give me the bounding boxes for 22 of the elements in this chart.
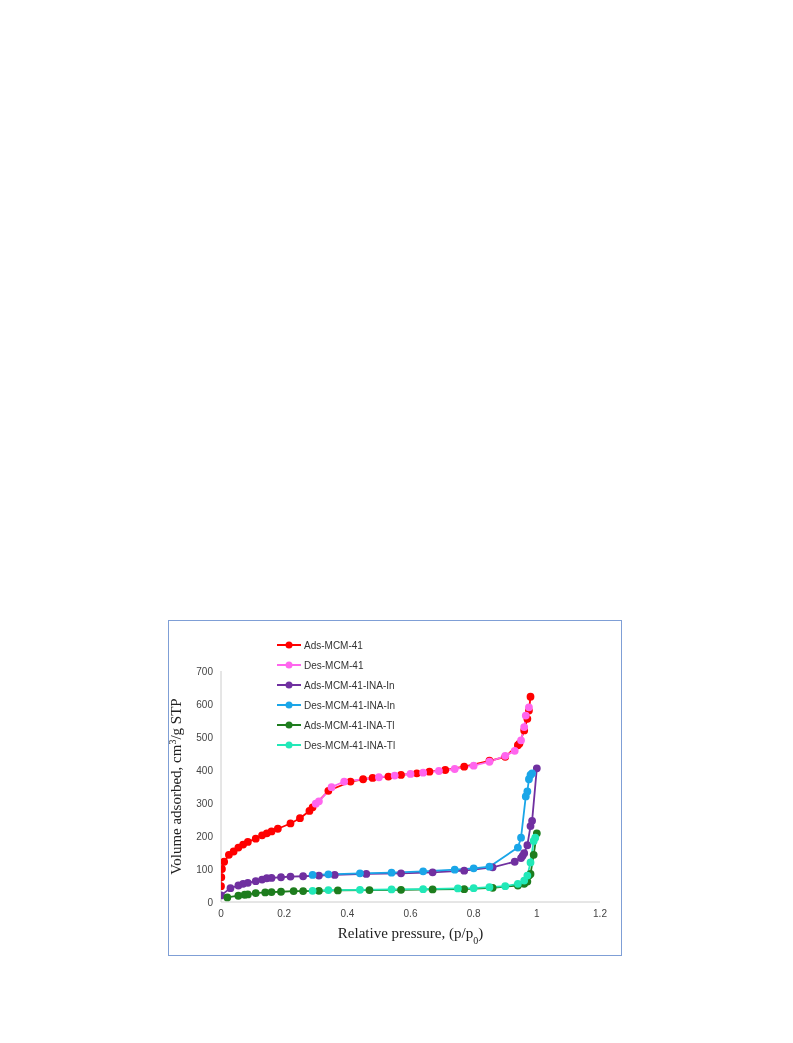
legend-label: Ads-MCM-41-INA-Tl: [304, 719, 395, 731]
y-tick-label: 200: [196, 830, 214, 842]
x-tick-label: 0.8: [466, 908, 482, 920]
y-tick-label: 0: [207, 896, 214, 908]
legend-label: Des-MCM-41-INA-In: [304, 699, 396, 711]
y-tick-label: 500: [196, 731, 214, 743]
x-tick-label: 0: [218, 908, 225, 920]
legend-label: Ads-MCM-41-INA-In: [304, 679, 395, 691]
y-tick-label: 600: [196, 698, 214, 710]
y-tick-label: 100: [196, 863, 214, 875]
legend-label: Des-MCM-41-INA-Tl: [304, 739, 396, 751]
y-tick-label: 400: [196, 764, 214, 776]
x-tick-label: 1.2: [593, 908, 608, 920]
x-tick-label: 1: [534, 908, 541, 920]
x-tick-label: 0.6: [403, 908, 418, 920]
y-tick-label: 700: [196, 665, 214, 677]
legend-label: Ads-MCM-41: [304, 639, 363, 651]
x-axis-title: Relative pressure, (p/p$_{0}$): [337, 925, 484, 946]
legend-label: Des-MCM-41: [304, 659, 364, 671]
x-tick-label: 0.4: [340, 908, 355, 920]
y-tick-label: 300: [196, 797, 214, 809]
x-tick-label: 0.2: [277, 908, 292, 920]
